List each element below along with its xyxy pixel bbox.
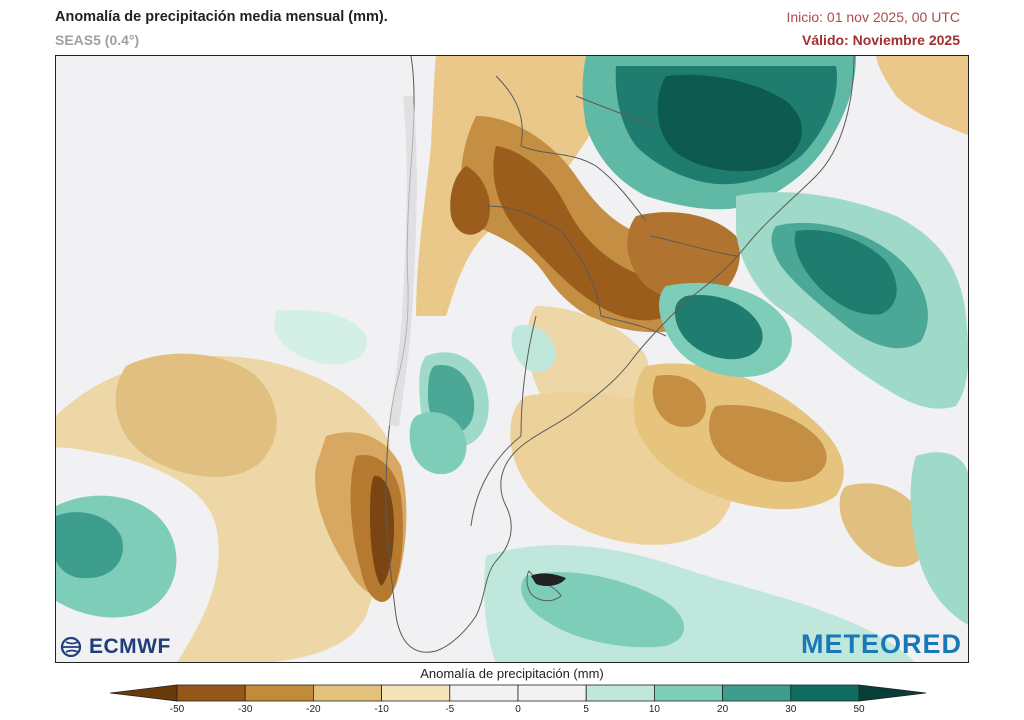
ecmwf-logo-text: ECMWF <box>89 635 171 658</box>
ecmwf-globe-icon <box>60 637 82 657</box>
colorbar-tick-label: 0 <box>515 704 521 715</box>
colorbar-title: Anomalía de precipitación (mm) <box>420 666 604 681</box>
model-label: SEAS5 (0.4°) <box>55 32 140 48</box>
colorbar-segment <box>654 684 724 702</box>
colorbar <box>110 684 926 702</box>
colorbar-tick-label: -5 <box>445 704 455 715</box>
precip-anomaly-map: ECMWF METEORED <box>55 55 969 663</box>
colorbar-ticks: -50 -30 -20 -10 -5 0 5 10 20 30 50 <box>0 704 1024 720</box>
colorbar-segment <box>110 684 178 702</box>
ecmwf-logo: ECMWF <box>60 635 171 659</box>
colorbar-segment <box>585 684 655 702</box>
colorbar-segment <box>176 684 246 702</box>
init-date: Inicio: 01 nov 2025, 00 UTC <box>786 9 960 25</box>
colorbar-tick-label: -10 <box>374 704 389 715</box>
meteored-logo: METEORED <box>800 629 962 659</box>
falkland-islands <box>531 573 566 586</box>
colorbar-tick-label: -50 <box>169 704 185 715</box>
andes-relief <box>389 95 417 427</box>
map-canvas <box>56 56 968 662</box>
negative-anomaly-areas <box>56 56 968 662</box>
colorbar-tick-label: -20 <box>306 704 321 715</box>
valid-date: Válido: Noviembre 2025 <box>802 32 960 48</box>
colorbar-segment <box>858 684 926 702</box>
colorbar-tick-label: 50 <box>853 704 865 715</box>
colorbar-segment <box>312 684 382 702</box>
colorbar-tick-label: 10 <box>648 704 660 715</box>
colorbar-segment <box>722 684 792 702</box>
colorbar-tick-label: -30 <box>237 704 253 715</box>
colorbar-segment <box>517 684 587 702</box>
colorbar-tick-label: 20 <box>717 704 729 715</box>
colorbar-segment <box>381 684 451 702</box>
colorbar-tick-label: 30 <box>785 704 797 715</box>
colorbar-segment <box>449 684 519 702</box>
colorbar-segment <box>790 684 860 702</box>
positive-anomaly-areas <box>56 56 968 662</box>
colorbar-segment <box>244 684 314 702</box>
map-title: Anomalía de precipitación media mensual … <box>55 9 388 25</box>
colorbar-tick-label: 5 <box>583 704 589 715</box>
